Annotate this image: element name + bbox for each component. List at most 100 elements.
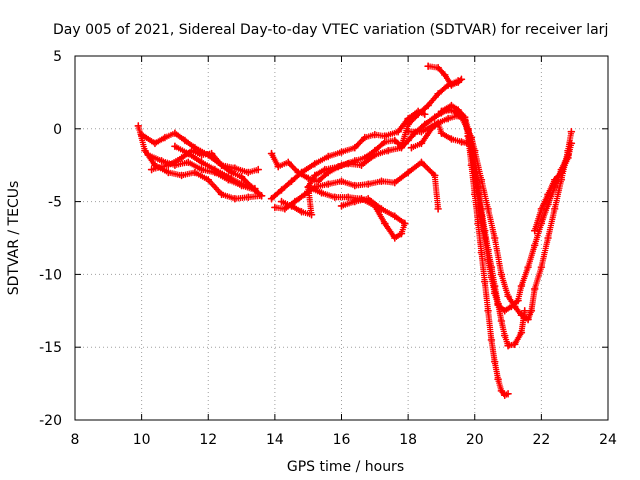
- data-point: [377, 205, 386, 213]
- data-point: [490, 357, 499, 366]
- data-point: [510, 340, 519, 349]
- data-point: [397, 229, 406, 238]
- data-point: [404, 127, 412, 136]
- data-point: [464, 132, 472, 140]
- data-point: [474, 219, 482, 228]
- data-point: [417, 139, 426, 148]
- data-point: [550, 175, 559, 184]
- data-point: [337, 177, 346, 186]
- x-tick-label: 8: [71, 432, 80, 448]
- x-axis-label: GPS time / hours: [287, 459, 404, 475]
- data-point: [420, 110, 429, 119]
- data-point: [311, 171, 319, 180]
- data-point: [424, 101, 432, 110]
- x-tick-label: 12: [199, 432, 217, 448]
- data-point: [377, 177, 386, 186]
- y-tick-labels: -20 -15 -10 -5 0 5: [39, 49, 62, 429]
- data-point: [317, 189, 326, 197]
- data-point: [344, 193, 352, 202]
- data-point: [364, 180, 372, 188]
- data-point: [550, 205, 559, 213]
- data-point: [147, 165, 156, 174]
- series-17: [530, 139, 576, 235]
- data-point: [337, 202, 346, 210]
- data-point: [364, 194, 372, 203]
- data-point: [371, 130, 379, 139]
- data-point: [137, 130, 146, 139]
- data-point: [530, 241, 539, 250]
- x-tick-label: 22: [532, 432, 550, 448]
- data-point: [211, 165, 219, 174]
- series-10: [304, 183, 409, 242]
- data-point: [314, 177, 322, 186]
- data-point: [437, 129, 446, 137]
- data-point: [381, 132, 389, 140]
- data-point: [381, 138, 389, 146]
- series-markers: [408, 119, 470, 151]
- data-point: [141, 146, 149, 155]
- data-point: [484, 307, 492, 315]
- data-point: [177, 171, 186, 180]
- data-point: [291, 197, 299, 206]
- data-point: [517, 328, 526, 337]
- data-point: [164, 168, 173, 177]
- data-point: [447, 135, 456, 143]
- series-16: [407, 119, 472, 152]
- data-point: [254, 165, 263, 174]
- data-point: [464, 125, 472, 133]
- y-tick-label: -20: [39, 413, 62, 429]
- data-point: [287, 177, 296, 186]
- tick-marks: [74, 55, 609, 421]
- series-7: [267, 107, 429, 203]
- data-point: [444, 114, 452, 123]
- data-point: [394, 127, 402, 136]
- data-point: [564, 154, 572, 162]
- data-point: [407, 143, 416, 152]
- data-point: [351, 157, 359, 165]
- data-point: [391, 178, 399, 187]
- data-point: [277, 197, 286, 206]
- data-point: [244, 193, 253, 202]
- data-point: [454, 78, 462, 87]
- data-point: [557, 168, 566, 177]
- data-point: [144, 151, 153, 159]
- data-point: [337, 148, 346, 156]
- data-point: [297, 207, 306, 216]
- data-point: [277, 186, 286, 194]
- data-point: [281, 205, 289, 213]
- data-point: [351, 181, 359, 190]
- data-point: [351, 197, 359, 206]
- data-point: [430, 113, 439, 121]
- data-point: [344, 159, 352, 168]
- data-point: [530, 285, 539, 293]
- data-point: [400, 219, 409, 228]
- data-point: [464, 139, 472, 148]
- data-point: [414, 107, 422, 116]
- data-point: [537, 205, 546, 213]
- data-point: [237, 173, 246, 181]
- chart-title: Day 005 of 2021, Sidereal Day-to-day VTE…: [53, 22, 608, 38]
- data-point: [544, 234, 552, 242]
- data-point: [331, 193, 339, 202]
- data-point: [371, 151, 379, 159]
- data-point: [324, 180, 332, 188]
- data-point: [307, 210, 316, 219]
- data-point: [397, 143, 406, 152]
- data-point: [191, 168, 199, 177]
- data-point: [544, 200, 552, 209]
- data-point: [251, 184, 259, 193]
- data-point: [457, 138, 466, 146]
- data-point: [257, 191, 266, 200]
- x-tick-label: 14: [266, 432, 284, 448]
- data-point: [504, 292, 512, 301]
- data-point: [504, 389, 512, 398]
- data-point: [287, 202, 296, 210]
- data-point: [434, 119, 442, 127]
- data-point: [304, 183, 312, 191]
- data-point: [480, 226, 489, 235]
- series-markers: [268, 108, 427, 202]
- data-point: [217, 190, 226, 199]
- data-point: [460, 113, 469, 121]
- data-point: [440, 71, 449, 79]
- data-point: [164, 161, 173, 169]
